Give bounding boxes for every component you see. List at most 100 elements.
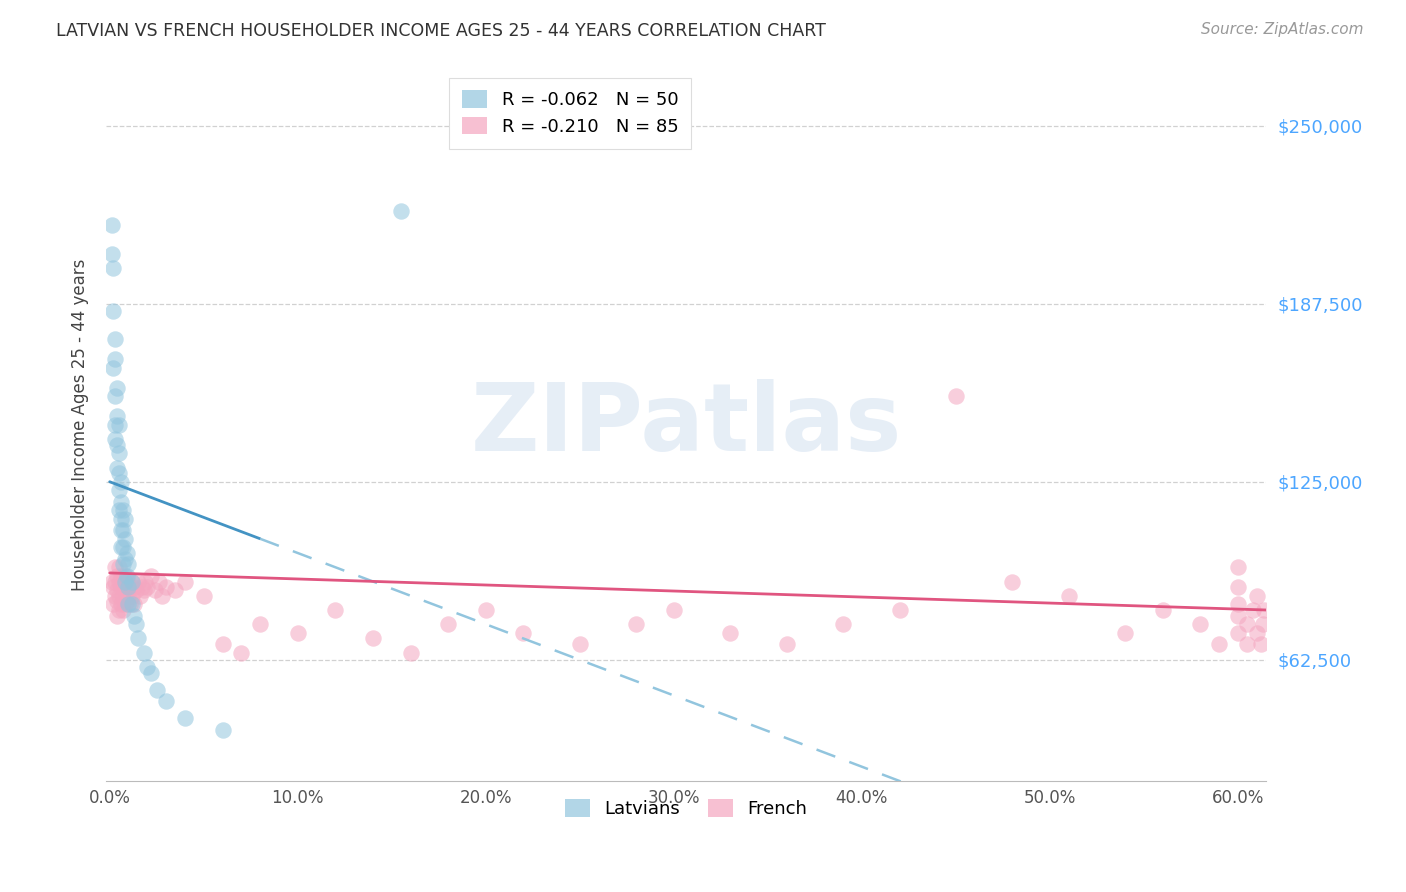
Point bbox=[325, 603, 347, 617]
Point bbox=[131, 580, 153, 594]
Point bbox=[512, 625, 534, 640]
Point bbox=[127, 574, 149, 589]
Point bbox=[103, 260, 125, 275]
Point bbox=[1241, 603, 1264, 617]
Point bbox=[117, 597, 139, 611]
Point bbox=[945, 389, 967, 403]
Point bbox=[832, 617, 855, 632]
Point bbox=[249, 617, 271, 632]
Point bbox=[110, 597, 132, 611]
Point bbox=[111, 603, 134, 617]
Text: Source: ZipAtlas.com: Source: ZipAtlas.com bbox=[1201, 22, 1364, 37]
Point bbox=[111, 558, 134, 572]
Point bbox=[1251, 617, 1274, 632]
Point bbox=[108, 574, 131, 589]
Point bbox=[108, 466, 131, 480]
Point bbox=[136, 660, 159, 674]
Point bbox=[127, 632, 149, 646]
Point bbox=[117, 589, 139, 603]
Point bbox=[103, 580, 125, 594]
Point bbox=[1227, 625, 1250, 640]
Point bbox=[475, 603, 498, 617]
Text: LATVIAN VS FRENCH HOUSEHOLDER INCOME AGES 25 - 44 YEARS CORRELATION CHART: LATVIAN VS FRENCH HOUSEHOLDER INCOME AGE… bbox=[56, 22, 827, 40]
Point bbox=[1057, 589, 1080, 603]
Point bbox=[165, 582, 187, 597]
Point bbox=[110, 580, 132, 594]
Point bbox=[134, 574, 156, 589]
Point bbox=[568, 637, 591, 651]
Point bbox=[100, 574, 122, 589]
Point bbox=[110, 523, 132, 537]
Point bbox=[211, 637, 233, 651]
Point bbox=[662, 603, 685, 617]
Point bbox=[155, 694, 177, 708]
Point bbox=[110, 494, 132, 508]
Point bbox=[111, 589, 134, 603]
Point bbox=[105, 409, 128, 424]
Point bbox=[718, 625, 741, 640]
Point bbox=[1208, 637, 1230, 651]
Point bbox=[104, 432, 127, 446]
Point bbox=[105, 608, 128, 623]
Point bbox=[114, 532, 136, 546]
Point bbox=[114, 582, 136, 597]
Point bbox=[889, 603, 911, 617]
Point bbox=[122, 608, 145, 623]
Point bbox=[115, 569, 138, 583]
Point bbox=[1227, 560, 1250, 574]
Point bbox=[120, 580, 142, 594]
Point bbox=[108, 483, 131, 498]
Point bbox=[145, 682, 167, 697]
Point bbox=[104, 560, 127, 574]
Point bbox=[111, 574, 134, 589]
Point bbox=[104, 417, 127, 432]
Point bbox=[139, 569, 162, 583]
Point bbox=[1227, 608, 1250, 623]
Point bbox=[115, 580, 138, 594]
Point bbox=[108, 589, 131, 603]
Point bbox=[1246, 625, 1268, 640]
Point bbox=[111, 541, 134, 555]
Point bbox=[114, 551, 136, 566]
Point bbox=[1001, 574, 1024, 589]
Point bbox=[110, 475, 132, 489]
Text: ZIPatlas: ZIPatlas bbox=[471, 379, 901, 471]
Point bbox=[122, 580, 145, 594]
Point bbox=[1227, 597, 1250, 611]
Point bbox=[105, 582, 128, 597]
Point bbox=[150, 589, 173, 603]
Point bbox=[104, 574, 127, 589]
Point bbox=[105, 460, 128, 475]
Point bbox=[104, 389, 127, 403]
Point bbox=[128, 589, 150, 603]
Point bbox=[148, 574, 170, 589]
Point bbox=[110, 512, 132, 526]
Point bbox=[104, 332, 127, 346]
Point bbox=[110, 569, 132, 583]
Point bbox=[136, 580, 159, 594]
Point bbox=[115, 594, 138, 608]
Point bbox=[174, 574, 197, 589]
Point bbox=[105, 438, 128, 452]
Point bbox=[626, 617, 648, 632]
Point bbox=[111, 503, 134, 517]
Y-axis label: Householder Income Ages 25 - 44 years: Householder Income Ages 25 - 44 years bbox=[72, 259, 89, 591]
Legend: Latvians, French: Latvians, French bbox=[558, 792, 814, 825]
Point bbox=[1189, 617, 1212, 632]
Point bbox=[776, 637, 799, 651]
Point bbox=[1114, 625, 1136, 640]
Point bbox=[114, 597, 136, 611]
Point bbox=[1250, 637, 1272, 651]
Point bbox=[120, 597, 142, 611]
Point bbox=[437, 617, 460, 632]
Point bbox=[125, 617, 148, 632]
Point bbox=[143, 582, 166, 597]
Point bbox=[103, 360, 125, 375]
Point bbox=[1152, 603, 1174, 617]
Point bbox=[287, 625, 309, 640]
Point bbox=[121, 589, 143, 603]
Point bbox=[117, 574, 139, 589]
Point bbox=[1236, 617, 1258, 632]
Point bbox=[114, 569, 136, 583]
Point bbox=[103, 303, 125, 318]
